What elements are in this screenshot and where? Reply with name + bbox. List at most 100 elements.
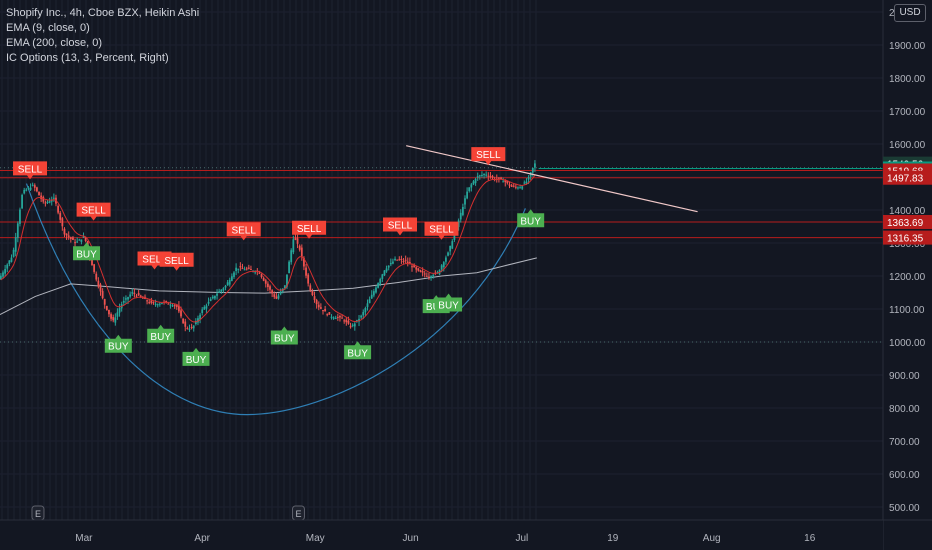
buy-signal-box[interactable] (182, 347, 210, 366)
cup-curve[interactable] (25, 183, 526, 416)
buy-signal-box[interactable] (435, 293, 463, 312)
x-tick-label: Jun (403, 533, 419, 544)
candle-body (127, 297, 129, 300)
sell-signal-box[interactable] (292, 220, 327, 239)
ic-options-legend[interactable]: IC Options (13, 3, Percent, Right) (6, 52, 169, 64)
candle-body (485, 174, 488, 176)
buy-signal-box[interactable] (147, 324, 175, 343)
candle-body (421, 271, 424, 273)
time-axis[interactable] (0, 520, 883, 550)
candle-body (368, 299, 371, 304)
candle-body (389, 262, 392, 265)
sell-signal-box[interactable] (471, 147, 506, 166)
y-tick-label: 1900.00 (889, 41, 926, 52)
candle-body (521, 186, 524, 189)
sell-signal-box[interactable] (226, 222, 261, 241)
candle-body (525, 181, 528, 184)
candle-body (489, 175, 492, 177)
candle-body (91, 258, 93, 266)
ema200-legend[interactable]: EMA (200, close, 0) (6, 37, 102, 49)
y-tick-label: 1400.00 (889, 206, 926, 217)
candle-body (440, 265, 443, 270)
buy-signal-label: BUY (76, 249, 97, 260)
candle-body (419, 270, 422, 272)
candle-body (188, 328, 191, 330)
candle-body (529, 172, 532, 177)
candle-body (387, 265, 390, 268)
candle-body (425, 275, 428, 277)
candle-body (326, 314, 329, 316)
candle-body (519, 187, 521, 189)
candle-body (415, 267, 418, 270)
candle-body (402, 261, 405, 263)
candle-body (512, 185, 515, 187)
candle-body (42, 197, 45, 202)
buy-signal-box[interactable] (517, 209, 545, 228)
candle-body (167, 303, 170, 305)
candle-body (413, 264, 416, 268)
candle-body (332, 317, 335, 319)
ema200-line[interactable] (0, 257, 537, 316)
sell-signal-box[interactable] (424, 221, 459, 240)
candle-body (218, 291, 221, 293)
candle-body (237, 268, 240, 270)
sell-signal-box[interactable] (13, 161, 48, 180)
candle-body (243, 269, 246, 271)
ema9-legend[interactable]: EMA (9, close, 0) (6, 22, 90, 34)
x-tick-label: Mar (75, 533, 93, 544)
trendline[interactable] (406, 145, 698, 213)
buy-signal-label: BUY (438, 300, 459, 311)
candle-body (417, 268, 420, 271)
candle-body (199, 314, 201, 320)
candle-body (125, 298, 127, 300)
y-tick-label: 1600.00 (889, 140, 926, 151)
sell-signal-label: SELL (18, 164, 43, 175)
symbol-title[interactable]: Shopify Inc., 4h, Cboe BZX, Heikin Ashi (6, 7, 200, 19)
candle-body (356, 319, 358, 322)
candle-body (311, 291, 314, 296)
candle-body (430, 276, 432, 278)
candle-body (224, 285, 227, 288)
candle-body (300, 247, 303, 257)
ema9-line[interactable] (0, 174, 536, 323)
buy-signal-box[interactable] (73, 242, 101, 261)
buy-signal-box[interactable] (344, 341, 372, 360)
candle-body (508, 184, 511, 186)
candle-body (423, 273, 426, 275)
candle-body (211, 296, 214, 299)
candle-body (105, 306, 108, 310)
candle-body (23, 189, 26, 194)
price-tag-label: 1316.35 (887, 234, 924, 245)
candle-body (294, 237, 297, 240)
price-axis[interactable] (883, 0, 932, 550)
candle-body (192, 325, 195, 329)
candle-body (459, 212, 462, 220)
sell-signal-box[interactable] (159, 252, 194, 271)
price-tag-box (883, 230, 932, 245)
price-tag-box (883, 170, 932, 185)
candle-body (0, 275, 2, 280)
candle-body (449, 245, 452, 252)
candle-body (2, 272, 4, 277)
candle-body (65, 233, 68, 236)
buy-signal-box[interactable] (270, 326, 298, 345)
candle-body (502, 181, 505, 183)
candle-body (307, 274, 310, 284)
candle-body (214, 295, 216, 299)
sell-signal-box[interactable] (382, 217, 417, 236)
candle-body (364, 308, 367, 313)
sell-signal-box[interactable] (76, 202, 111, 221)
candle-body (271, 290, 274, 294)
x-tick-label: Aug (703, 533, 721, 544)
candle-body (396, 259, 399, 261)
currency-button[interactable]: USD (894, 4, 926, 22)
buy-signal-label: BUY (150, 332, 171, 343)
candle-body (74, 242, 76, 244)
candle-body (309, 285, 312, 291)
candle-body (296, 238, 299, 244)
buy-signal-box[interactable] (104, 334, 132, 353)
candle-body (317, 304, 320, 308)
sell-signal-label: SELL (429, 225, 454, 236)
candle-body (264, 280, 267, 284)
